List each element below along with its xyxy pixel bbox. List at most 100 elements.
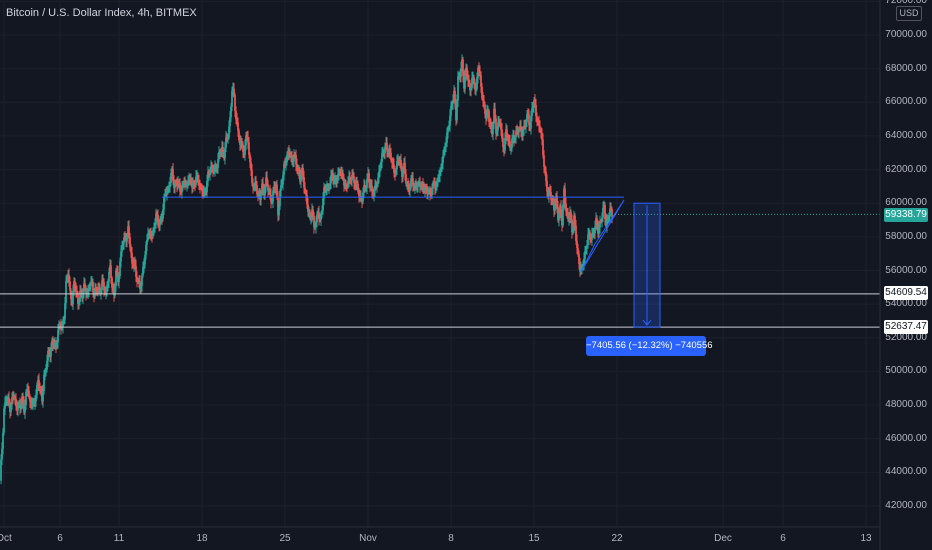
candle-body xyxy=(307,204,309,212)
candle-body xyxy=(154,224,156,228)
candle-body xyxy=(136,276,138,282)
candle-body xyxy=(265,177,267,187)
candle-body xyxy=(292,161,294,163)
time-axis-label: 18 xyxy=(196,533,208,544)
candle-body xyxy=(341,172,343,174)
candle-body xyxy=(396,160,398,169)
measure-label[interactable]: −7405.56 (−12.32%) −740556 xyxy=(586,336,713,356)
measure-arrow-head[interactable] xyxy=(642,319,652,326)
candle-body xyxy=(197,174,199,181)
candle-body xyxy=(191,184,193,188)
candle-body xyxy=(377,177,379,184)
candle-body xyxy=(509,141,511,149)
candle-body xyxy=(604,205,606,220)
candle-body xyxy=(277,197,279,216)
candle-body xyxy=(475,88,477,90)
candle-body xyxy=(519,126,521,130)
candle-body xyxy=(392,162,394,165)
candle-body xyxy=(405,174,407,184)
price-axis-label: 46000.00 xyxy=(885,432,927,444)
candle-body xyxy=(497,122,499,131)
symbol-title[interactable]: Bitcoin / U.S. Dollar Index, 4h, BITMEX xyxy=(6,7,197,19)
candle-body xyxy=(551,198,553,200)
candle-body xyxy=(51,340,53,349)
candle-body xyxy=(352,175,354,177)
candle-body xyxy=(280,185,282,191)
candle-body xyxy=(563,188,565,205)
candle-body xyxy=(222,147,224,153)
candle-body xyxy=(545,171,547,181)
candle-body xyxy=(260,192,262,200)
candle-body xyxy=(266,177,268,185)
candle-body xyxy=(564,188,566,204)
candle-body xyxy=(95,288,97,290)
candle-body xyxy=(459,74,461,77)
candle-body xyxy=(258,194,260,196)
level-price-tag: 54609.54 xyxy=(884,286,928,300)
candle-body xyxy=(175,183,177,185)
candle-body xyxy=(365,187,367,189)
candle-body xyxy=(340,172,342,174)
candle-body xyxy=(546,180,548,192)
candle-body xyxy=(517,131,519,133)
candle-body xyxy=(582,264,584,268)
candle-body xyxy=(359,196,361,198)
candle-body xyxy=(267,184,269,191)
candle-body xyxy=(291,155,293,162)
triangle-drawing[interactable] xyxy=(580,243,596,273)
candle-body xyxy=(331,172,333,176)
price-axis-label: 68000.00 xyxy=(885,62,927,74)
candle-body xyxy=(570,211,572,220)
candle-body xyxy=(245,135,247,146)
candle-body xyxy=(45,369,47,371)
candle-body xyxy=(549,190,551,193)
candle-body xyxy=(233,88,235,96)
price-axis-label: 48000.00 xyxy=(885,399,927,411)
candle-body xyxy=(285,162,287,165)
candle-body xyxy=(61,327,63,329)
candle-body xyxy=(52,340,54,345)
candle-body xyxy=(315,222,317,228)
candle-body xyxy=(538,121,540,127)
candle-body xyxy=(462,59,464,76)
candle-body xyxy=(454,90,456,104)
candle-body xyxy=(470,87,472,91)
candle-body xyxy=(366,179,368,188)
candle-body xyxy=(92,281,94,293)
candle-body xyxy=(417,183,419,187)
candle-body xyxy=(193,182,195,185)
candle-body xyxy=(278,205,280,216)
candle-body xyxy=(14,396,16,399)
candle-body xyxy=(447,127,449,133)
candle-body xyxy=(79,290,81,302)
drawings-layer[interactable] xyxy=(0,196,880,328)
candle-body xyxy=(482,98,484,101)
candle-body xyxy=(566,211,568,213)
candle-body xyxy=(96,289,98,292)
candle-body xyxy=(55,342,57,348)
candle-body xyxy=(149,232,151,235)
candle-body xyxy=(298,168,300,174)
candle-body xyxy=(367,173,369,180)
candle-body xyxy=(506,129,508,138)
candle-body xyxy=(63,319,65,321)
candle-body xyxy=(548,190,550,197)
candle-body xyxy=(407,183,409,187)
candle-body xyxy=(23,402,25,413)
candle-body xyxy=(514,137,516,141)
candle-body xyxy=(439,171,441,177)
candle-body xyxy=(226,137,228,139)
candle-body xyxy=(123,237,125,244)
currency-label[interactable]: USD xyxy=(896,6,922,21)
candle-body xyxy=(448,125,450,128)
triangle-drawing[interactable] xyxy=(580,199,625,273)
candle-body xyxy=(594,226,596,234)
candle-body xyxy=(20,405,22,409)
candle-body xyxy=(199,185,201,188)
candle-body xyxy=(543,155,545,167)
candle-body xyxy=(385,142,387,147)
candle-body xyxy=(112,287,114,290)
candle-body xyxy=(349,176,351,180)
candle-body xyxy=(284,163,286,165)
